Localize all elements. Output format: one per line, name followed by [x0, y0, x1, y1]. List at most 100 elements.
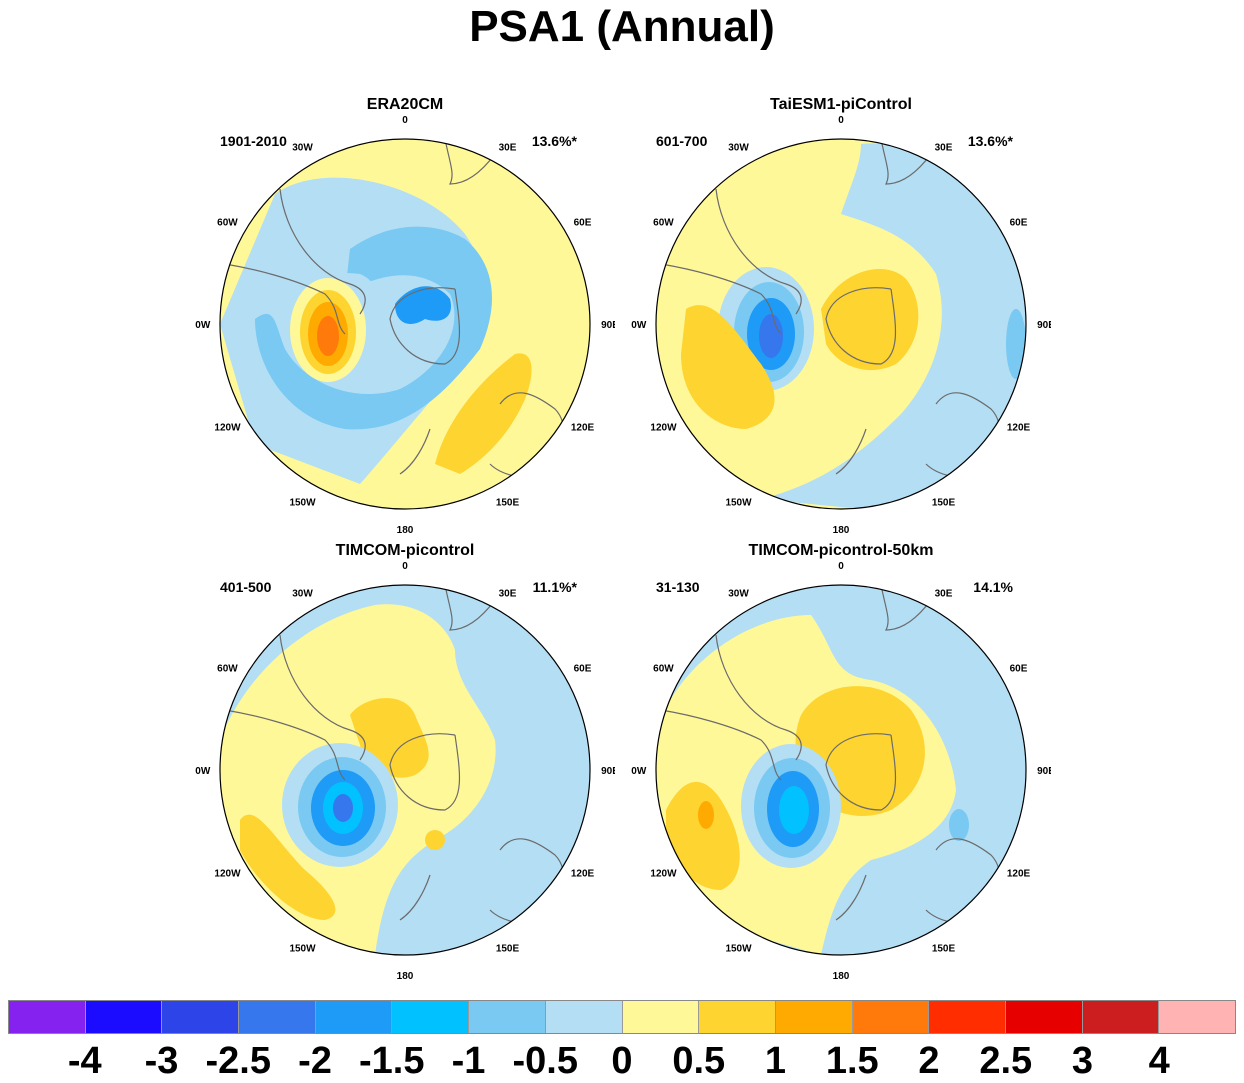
coastline [715, 634, 802, 761]
longitude-label: 30W [292, 588, 313, 599]
map-boundary [655, 138, 1027, 510]
colorbar-tick-label: -4 [67, 1040, 102, 1082]
longitude-label: 120E [571, 423, 595, 434]
colorbar-tick-label: -1 [451, 1040, 486, 1082]
colorbar-swatch [1082, 1001, 1160, 1033]
polar-map: 0 30E 60E 90E 120E 150E 180 150W 120W 90W 60W 30W [631, 115, 1051, 536]
colorbar-tick-label: 3 [1071, 1040, 1094, 1082]
map-panel-era20cm: ERA20CM 1901-2010 13.6%* 0 30E 60E 90E 120E 1… [195, 96, 615, 536]
coastline [224, 263, 346, 335]
colorbar-tick-label: 1.5 [825, 1040, 879, 1082]
colorbar-tick-label: 2 [918, 1040, 940, 1082]
colorbar-tick-label: 0 [611, 1040, 633, 1082]
coastline [224, 709, 346, 781]
longitude-label: 30E [499, 142, 517, 153]
longitude-label: 0 [402, 561, 408, 572]
map-boundary [219, 138, 591, 510]
colorbar-tick-label: 0.5 [672, 1040, 726, 1082]
longitude-label: 60E [1010, 664, 1028, 675]
period-label: 1901-2010 [220, 133, 287, 149]
coastline [660, 263, 782, 335]
longitude-label: 150W [289, 498, 316, 509]
panel-title: TIMCOM-picontrol [335, 542, 475, 559]
longitude-label: 180 [397, 971, 414, 982]
longitude-label: 120E [571, 869, 595, 880]
coastline [880, 585, 932, 631]
contour-fill [220, 585, 590, 955]
longitude-label: 120E [1007, 869, 1031, 880]
coastline [279, 634, 366, 761]
longitude-label: 180 [833, 971, 850, 982]
contour-region [759, 314, 783, 358]
panel-title: ERA20CM [366, 96, 444, 113]
variance-label: 13.6%* [531, 133, 577, 149]
longitude-label: 0 [838, 561, 844, 572]
colorbar-tick-label: 4 [1148, 1040, 1170, 1082]
colorbar-swatch [545, 1001, 623, 1033]
longitude-label: 30E [499, 588, 517, 599]
colorbar-swatch [929, 1001, 1006, 1033]
colorbar-tick-label: -1.5 [359, 1040, 425, 1082]
period-label: 401-500 [220, 579, 272, 595]
coastline [444, 585, 496, 631]
longitude-label: 90E [1037, 320, 1051, 331]
panel-title: TIMCOM-picontrol-50km [748, 542, 934, 559]
coastline [399, 428, 431, 475]
colorbar-tick-label: 2.5 [979, 1040, 1033, 1082]
map-panel-timcom: TIMCOM-picontrol 401-500 11.1%* 0 30E 60E 9… [195, 542, 615, 982]
longitude-label: 120E [1007, 423, 1031, 434]
colorbar-swatch [699, 1001, 776, 1033]
colorbar-swatch [85, 1001, 163, 1033]
longitude-label: 120W [214, 423, 241, 434]
contour-region [425, 830, 445, 850]
contour-region [761, 143, 1026, 509]
longitude-label: 30E [935, 588, 953, 599]
longitude-label: 60W [217, 664, 238, 675]
longitude-label: 180 [397, 525, 414, 536]
coastline [399, 874, 431, 921]
contour-region [681, 305, 775, 429]
longitude-label: 120W [650, 423, 677, 434]
longitude-label: 60W [653, 664, 674, 675]
longitude-label: 90E [1037, 766, 1051, 777]
colorbar-swatch [1159, 1001, 1235, 1033]
longitude-label: 60W [217, 218, 238, 229]
contour-fill [656, 139, 1026, 509]
contour-fill [656, 585, 1026, 955]
longitude-label: 90W [631, 320, 647, 331]
longitude-label: 120W [214, 869, 241, 880]
longitude-label: 150W [725, 944, 752, 955]
colorbar-swatch [162, 1001, 240, 1033]
coastline [880, 139, 932, 185]
longitude-label: 60E [1010, 218, 1028, 229]
coastline [389, 287, 460, 365]
longitude-label: 60E [574, 218, 592, 229]
colorbar-swatch [239, 1001, 316, 1033]
longitude-label: 30E [935, 142, 953, 153]
coastline [835, 874, 867, 921]
colorbar-tick-label: 1 [764, 1040, 787, 1082]
period-label: 601-700 [656, 133, 708, 149]
contour-fill [220, 139, 590, 509]
map-boundary [655, 584, 1027, 956]
longitude-label: 90W [195, 766, 211, 777]
colorbar-swatch [775, 1001, 853, 1033]
longitude-label: 150E [496, 498, 520, 509]
colorbar-swatch [315, 1001, 393, 1033]
figure-title: PSA1 (Annual) [469, 2, 775, 51]
panel-title: TaiESM1-piControl [770, 96, 912, 113]
colorbar-swatch [392, 1001, 470, 1033]
longitude-label: 60E [574, 664, 592, 675]
contour-region [698, 801, 714, 829]
longitude-label: 150W [289, 944, 316, 955]
longitude-label: 60W [653, 218, 674, 229]
contour-region [240, 814, 336, 920]
coastline [444, 139, 496, 185]
variance-label: 13.6%* [967, 133, 1013, 149]
contour-region [395, 286, 451, 324]
longitude-label: 90W [631, 766, 647, 777]
contour-region [666, 781, 740, 890]
longitude-label: 30W [728, 588, 749, 599]
coastline [715, 188, 802, 315]
coastline [825, 733, 896, 811]
